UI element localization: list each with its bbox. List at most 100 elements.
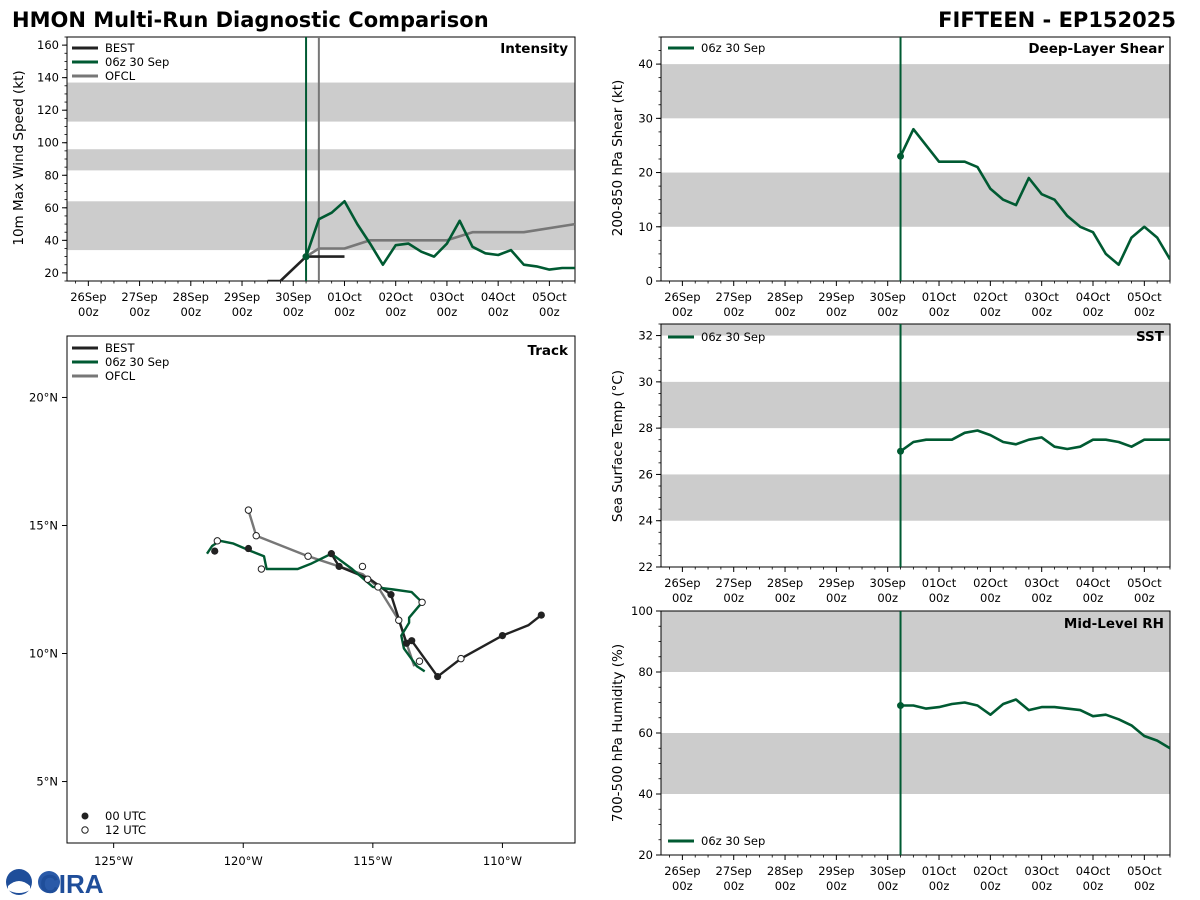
- track-x-tick-label: 120°W: [224, 854, 263, 868]
- shear-x-tick-label-day: 01Oct: [922, 290, 957, 304]
- sst-band-0: [661, 474, 1170, 521]
- track-point-12utc: [415, 657, 424, 665]
- shear-series-run-line: [899, 127, 1170, 267]
- shear-x-tick-label-hour: 00z: [1031, 305, 1052, 319]
- shear-x-tick-label-day: 29Sep: [818, 290, 854, 304]
- intensity-x-tick-label-day: 27Sep: [121, 290, 157, 304]
- rh-y-tick-label: 60: [638, 726, 653, 740]
- track-best-path: [330, 553, 543, 678]
- sst-legend-label: 06z 30 Sep: [701, 330, 765, 344]
- sst-y-tick-label: 32: [638, 329, 653, 343]
- track-point-00utc: [402, 639, 411, 647]
- sst-title: SST: [1136, 329, 1165, 345]
- rh-x-tick-label-hour: 00z: [929, 879, 950, 893]
- intensity-x-tick-label-hour: 00z: [334, 305, 355, 319]
- track-point-12utc: [374, 583, 382, 591]
- intensity-legend: BEST 06z 30 Sep OFCL: [72, 41, 169, 83]
- track-x-tick-label: 115°W: [353, 854, 392, 868]
- sst-y-label: Sea Surface Temp (°C): [610, 370, 626, 522]
- sst-x-tick-label-day: 03Oct: [1024, 576, 1059, 590]
- shear-x-tick-label-hour: 00z: [980, 305, 1001, 319]
- sst-x-tick-label-day: 28Sep: [767, 576, 803, 590]
- sst-x-tick-label-day: 02Oct: [973, 576, 1008, 590]
- track-y-tick-label: 5°N: [36, 775, 58, 789]
- shear-x-tick-label-day: 27Sep: [716, 290, 752, 304]
- rh-x-tick-label-day: 27Sep: [716, 864, 752, 878]
- rh-y-label: 700-500 hPa Humidity (%): [610, 644, 626, 822]
- rh-band-1: [661, 611, 1170, 672]
- intensity-y-tick-label: 20: [44, 266, 59, 280]
- track-plot: 125°W 120°W 115°W 110°W 5°N 10°N 15°N 20°N: [29, 335, 576, 868]
- sst-y-tick-label: 30: [638, 375, 653, 389]
- shear-title: Deep-Layer Shear: [1028, 41, 1164, 57]
- track-point-12utc: [363, 575, 372, 583]
- intensity-x-tick-label-day: 03Oct: [430, 290, 465, 304]
- track-point-00utc: [498, 631, 507, 640]
- sst-band-2: [661, 324, 1170, 336]
- intensity-y-tick-label: 120: [37, 103, 59, 117]
- sst-panel: 22242628303226Sep00z27Sep00z28Sep00z29Se…: [610, 323, 1171, 605]
- intensity-plot: 2040608010012014016026Sep00z27Sep00z28Se…: [37, 36, 576, 319]
- track-y-tick-label: 15°N: [29, 518, 58, 532]
- sst-x-tick-label-hour: 00z: [723, 591, 744, 605]
- sst-y-tick-label: 24: [638, 514, 653, 528]
- intensity-x-tick-label-day: 02Oct: [378, 290, 413, 304]
- intensity-x-tick-label-day: 28Sep: [173, 290, 209, 304]
- rh-x-tick-label-hour: 00z: [1031, 879, 1052, 893]
- shear-x-tick-label-hour: 00z: [672, 305, 693, 319]
- utc12-marker-swatch: [81, 826, 89, 834]
- rh-title: Mid-Level RH: [1064, 616, 1164, 632]
- rh-y-tick-label: 20: [638, 848, 653, 862]
- rh-x-tick-label-day: 01Oct: [922, 864, 957, 878]
- sst-x-tick-label-day: 05Oct: [1127, 576, 1162, 590]
- rh-x-tick-label-hour: 00z: [877, 879, 898, 893]
- track-point-12utc: [418, 598, 426, 607]
- rh-x-tick-label-day: 02Oct: [973, 864, 1008, 878]
- sst-x-tick-label-day: 26Sep: [664, 576, 700, 590]
- shear-series-run-start-point: [897, 152, 905, 160]
- track-point-00utc: [244, 544, 253, 553]
- sst-series-run-line: [899, 429, 1170, 453]
- rh-x-tick-label-hour: 00z: [775, 879, 796, 893]
- track-point-00utc: [327, 550, 335, 558]
- intensity-x-tick-label-hour: 00z: [78, 305, 99, 319]
- rh-x-tick-label-day: 05Oct: [1127, 864, 1162, 878]
- shear-x-tick-label-hour: 00z: [1134, 305, 1155, 319]
- rh-x-tick-label-day: 04Oct: [1076, 864, 1111, 878]
- track-title: Track: [528, 343, 569, 359]
- shear-y-label: 200-850 hPa Shear (kt): [610, 80, 626, 237]
- intensity-series-run-line: [304, 200, 575, 271]
- sst-x-tick-label-hour: 00z: [826, 591, 847, 605]
- track-frame: [66, 335, 576, 844]
- track-y-tick-label: 10°N: [29, 647, 58, 661]
- sst-x-tick-label-hour: 00z: [775, 591, 796, 605]
- shear-panel: 01020304026Sep00z27Sep00z28Sep00z29Sep00…: [610, 36, 1171, 319]
- utc00-marker-swatch: [81, 812, 89, 820]
- rh-y-tick-label: 100: [631, 604, 653, 618]
- rh-series-run-start-point: [897, 702, 905, 710]
- rh-x-tick-label-hour: 00z: [826, 879, 847, 893]
- shear-y-tick-label: 30: [638, 111, 653, 125]
- rh-x-tick-label-day: 29Sep: [818, 864, 854, 878]
- intensity-band-0: [67, 201, 575, 251]
- globe-icon: [38, 871, 60, 893]
- shear-y-tick-label: 20: [638, 166, 653, 180]
- track-run-path: [205, 539, 426, 673]
- shear-y-tick-label: 40: [638, 57, 653, 71]
- shear-legend-label: 06z 30 Sep: [701, 41, 765, 55]
- intensity-y-tick-label: 140: [37, 71, 59, 85]
- intensity-panel: 2040608010012014016026Sep00z27Sep00z28Se…: [11, 36, 576, 319]
- figure-title-right: FIFTEEN - EP152025: [938, 8, 1176, 32]
- sst-x-tick-label-hour: 00z: [1134, 591, 1155, 605]
- cira-logo: CIRA: [6, 869, 104, 899]
- shear-x-tick-label-day: 04Oct: [1076, 290, 1111, 304]
- rh-y-tick-label: 40: [638, 787, 653, 801]
- shear-x-tick-label-day: 30Sep: [870, 290, 906, 304]
- figure-title-left: HMON Multi-Run Diagnostic Comparison: [12, 8, 489, 32]
- rh-x-tick-label-hour: 00z: [723, 879, 744, 893]
- sst-plot: 22242628303226Sep00z27Sep00z28Sep00z29Se…: [638, 323, 1171, 605]
- track-point-00utc: [387, 591, 395, 599]
- rh-x-tick-label-hour: 00z: [672, 879, 693, 893]
- track-panel: 125°W 120°W 115°W 110°W 5°N 10°N 15°N 20°N Trac…: [29, 335, 576, 868]
- sst-x-tick-label-day: 29Sep: [818, 576, 854, 590]
